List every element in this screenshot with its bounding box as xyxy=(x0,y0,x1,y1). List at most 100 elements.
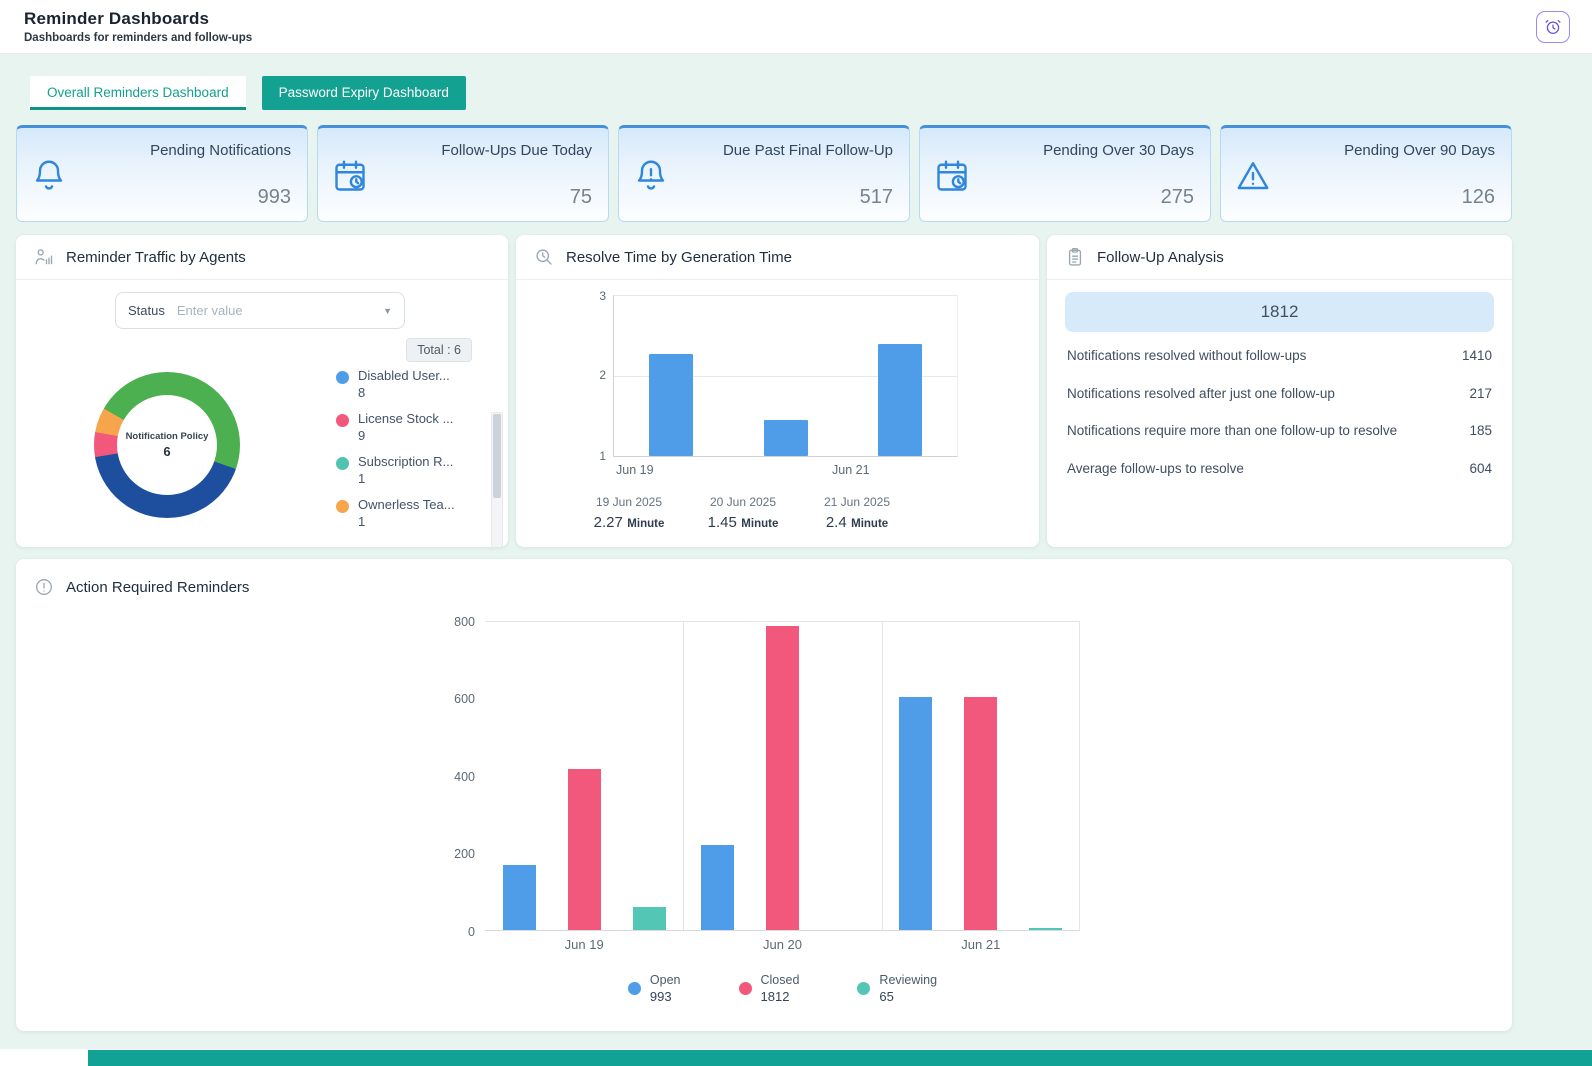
resolve-bar[interactable] xyxy=(764,420,808,456)
legend-text: Disabled User... 8 xyxy=(358,368,450,400)
app-header: Reminder Dashboards Dashboards for remin… xyxy=(0,0,1592,54)
search-clock-icon xyxy=(534,247,554,267)
kpi-card-pending-over-90-days: Pending Over 90 Days 126 xyxy=(1220,125,1512,222)
main-content: Overall Reminders Dashboard Password Exp… xyxy=(16,76,1512,1031)
bar-group xyxy=(485,622,683,930)
y-tick-label: 0 xyxy=(435,925,475,939)
resolve-bar[interactable] xyxy=(878,344,922,456)
followup-rows: Notifications resolved without follow-up… xyxy=(1065,337,1494,487)
footer-accent-bar xyxy=(88,1050,1592,1066)
x-tick-label: Jun 20 xyxy=(683,937,881,952)
legend-text: Subscription R... 1 xyxy=(358,454,453,486)
row-value: 217 xyxy=(1469,386,1492,401)
kpi-text: Pending Notifications 993 xyxy=(83,140,291,211)
traffic-body: Status ▼ Total : 6 Notification Policy 6 xyxy=(16,280,508,540)
kpi-text: Pending Over 90 Days 126 xyxy=(1287,140,1495,211)
legend-item[interactable]: Ownerless Tea... 1 xyxy=(336,497,454,529)
alarm-clock-icon xyxy=(1544,18,1562,36)
resolve-stat: 19 Jun 2025 2.27 Minute xyxy=(572,495,686,532)
analysis-body: 1812 Notifications resolved without foll… xyxy=(1047,280,1512,487)
kpi-card-pending-over-30-days: Pending Over 30 Days 275 xyxy=(919,125,1211,222)
action-legend: Open 993 Closed 1812 Reviewing 65 xyxy=(485,973,1080,1004)
stat-date: 20 Jun 2025 xyxy=(686,495,800,509)
legend-text: Ownerless Tea... 1 xyxy=(358,497,455,529)
bar-reviewing[interactable] xyxy=(1029,928,1062,930)
page-title: Reminder Dashboards xyxy=(24,9,1568,29)
legend-dot xyxy=(739,982,752,995)
bar-closed[interactable] xyxy=(568,769,601,930)
reminder-widget-button[interactable] xyxy=(1536,11,1570,43)
bar-open[interactable] xyxy=(503,865,536,930)
tab-overall-reminders[interactable]: Overall Reminders Dashboard xyxy=(30,76,246,110)
panel-title: Follow-Up Analysis xyxy=(1097,249,1224,266)
action-x-labels: Jun 19 Jun 20 Jun 21 xyxy=(485,937,1080,952)
footer xyxy=(0,1049,1592,1066)
panel-header: Resolve Time by Generation Time xyxy=(516,235,1039,280)
bar-closed[interactable] xyxy=(964,697,997,930)
kpi-label: Pending Over 30 Days xyxy=(986,140,1194,159)
panel-title: Reminder Traffic by Agents xyxy=(66,249,246,266)
legend-value: 993 xyxy=(650,989,681,1004)
legend-value: 1812 xyxy=(761,989,800,1004)
legend-value: 65 xyxy=(879,989,937,1004)
status-filter-input[interactable] xyxy=(177,303,383,318)
warning-triangle-icon xyxy=(1235,140,1281,211)
panel-header: Action Required Reminders xyxy=(16,559,1512,607)
kpi-card-pending-notifications: Pending Notifications 993 xyxy=(16,125,308,222)
scrollbar-thumb[interactable] xyxy=(493,414,501,498)
kpi-value: 75 xyxy=(384,186,592,211)
row-value: 604 xyxy=(1469,461,1492,476)
chevron-down-icon[interactable]: ▼ xyxy=(383,306,392,316)
y-tick-label: 400 xyxy=(435,770,475,784)
legend-value: 9 xyxy=(358,428,453,443)
legend-item-open[interactable]: Open 993 xyxy=(628,973,681,1004)
legend-scrollbar[interactable]: ▾ xyxy=(491,412,503,547)
legend-text: Open 993 xyxy=(650,973,681,1004)
bar-group xyxy=(683,622,881,930)
donut-center-value: 6 xyxy=(163,444,170,459)
y-tick-label: 800 xyxy=(435,615,475,629)
legend-dot xyxy=(336,371,349,384)
kpi-label: Due Past Final Follow-Up xyxy=(685,140,893,159)
kpi-value: 126 xyxy=(1287,186,1495,211)
legend-item[interactable]: Subscription R... 1 xyxy=(336,454,454,486)
tab-bar: Overall Reminders Dashboard Password Exp… xyxy=(30,76,1512,110)
calendar-clock-icon xyxy=(934,140,980,211)
bar-reviewing[interactable] xyxy=(633,907,666,930)
action-required-panel: Action Required Reminders 800 600 400 20… xyxy=(16,559,1512,1031)
resolve-bar[interactable] xyxy=(649,354,693,456)
legend-item[interactable]: Disabled User... 8 xyxy=(336,368,454,400)
followup-row: Notifications resolved without follow-up… xyxy=(1065,337,1494,375)
kpi-label: Follow-Ups Due Today xyxy=(384,140,592,159)
status-filter[interactable]: Status ▼ xyxy=(115,292,405,329)
legend-value: 8 xyxy=(358,385,450,400)
action-chart: 800 600 400 200 0 xyxy=(485,621,1080,931)
bar-open[interactable] xyxy=(701,845,734,930)
donut-chart[interactable]: Notification Policy 6 xyxy=(94,372,240,518)
legend-item[interactable]: License Stock ... 9 xyxy=(336,411,454,443)
tab-password-expiry[interactable]: Password Expiry Dashboard xyxy=(262,76,466,110)
bar-open[interactable] xyxy=(899,697,932,930)
resolve-time-panel: Resolve Time by Generation Time 3 2 1 Ju… xyxy=(516,235,1039,547)
page-subtitle: Dashboards for reminders and follow-ups xyxy=(24,32,1568,44)
status-filter-label: Status xyxy=(128,303,165,318)
legend-item-closed[interactable]: Closed 1812 xyxy=(739,973,800,1004)
followup-total: 1812 xyxy=(1065,292,1494,332)
kpi-value: 517 xyxy=(685,186,893,211)
stat-date: 21 Jun 2025 xyxy=(800,495,914,509)
resolve-stats-row: 19 Jun 2025 2.27 Minute 20 Jun 2025 1.45… xyxy=(516,495,914,532)
kpi-text: Follow-Ups Due Today 75 xyxy=(384,140,592,211)
bar-closed[interactable] xyxy=(766,626,799,930)
legend-item-reviewing[interactable]: Reviewing 65 xyxy=(857,973,937,1004)
row-value: 1410 xyxy=(1462,348,1492,363)
stat-unit: Minute xyxy=(851,518,888,530)
total-badge: Total : 6 xyxy=(406,338,472,362)
stat-value: 1.45 xyxy=(708,514,737,531)
legend-dot xyxy=(628,982,641,995)
bar-group xyxy=(882,622,1080,930)
legend-dot xyxy=(857,982,870,995)
row-label: Notifications require more than one foll… xyxy=(1067,423,1397,438)
kpi-text: Due Past Final Follow-Up 517 xyxy=(685,140,893,211)
stat-unit: Minute xyxy=(627,518,664,530)
followup-analysis-panel: Follow-Up Analysis 1812 Notifications re… xyxy=(1047,235,1512,547)
